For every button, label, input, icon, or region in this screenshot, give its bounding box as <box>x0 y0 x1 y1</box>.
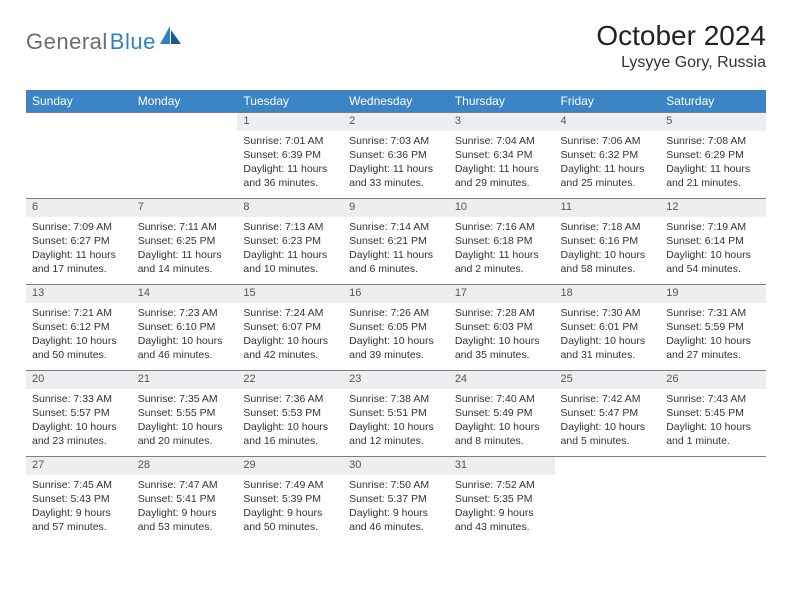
day-content-cell: Sunrise: 7:26 AMSunset: 6:05 PMDaylight:… <box>343 303 449 371</box>
day-content-cell: Sunrise: 7:40 AMSunset: 5:49 PMDaylight:… <box>449 389 555 457</box>
day-number-cell: 7 <box>132 199 238 217</box>
day-number-cell: 1 <box>237 113 343 131</box>
day-number-cell: 17 <box>449 285 555 303</box>
day-number-cell: 29 <box>237 457 343 475</box>
day-content-cell: Sunrise: 7:50 AMSunset: 5:37 PMDaylight:… <box>343 475 449 543</box>
day-number-cell: 25 <box>555 371 661 389</box>
day-content-cell: Sunrise: 7:31 AMSunset: 5:59 PMDaylight:… <box>660 303 766 371</box>
day-content-cell: Sunrise: 7:01 AMSunset: 6:39 PMDaylight:… <box>237 131 343 199</box>
day-number-cell: 30 <box>343 457 449 475</box>
day-content-cell <box>555 475 661 543</box>
day-number-cell: 13 <box>26 285 132 303</box>
day-content-cell: Sunrise: 7:04 AMSunset: 6:34 PMDaylight:… <box>449 131 555 199</box>
day-content-cell: Sunrise: 7:06 AMSunset: 6:32 PMDaylight:… <box>555 131 661 199</box>
day-number-cell: 15 <box>237 285 343 303</box>
logo-text-general: General <box>26 29 108 55</box>
day-number-cell: 31 <box>449 457 555 475</box>
logo: GeneralBlue <box>26 20 182 57</box>
day-number-cell: 27 <box>26 457 132 475</box>
day-content-cell: Sunrise: 7:23 AMSunset: 6:10 PMDaylight:… <box>132 303 238 371</box>
day-content-cell: Sunrise: 7:16 AMSunset: 6:18 PMDaylight:… <box>449 217 555 285</box>
day-number-cell: 11 <box>555 199 661 217</box>
day-number-cell: 14 <box>132 285 238 303</box>
day-number-cell: 4 <box>555 113 661 131</box>
day-content-cell: Sunrise: 7:43 AMSunset: 5:45 PMDaylight:… <box>660 389 766 457</box>
day-content-cell: Sunrise: 7:11 AMSunset: 6:25 PMDaylight:… <box>132 217 238 285</box>
day-content-cell: Sunrise: 7:13 AMSunset: 6:23 PMDaylight:… <box>237 217 343 285</box>
day-content-cell: Sunrise: 7:19 AMSunset: 6:14 PMDaylight:… <box>660 217 766 285</box>
weekday-header: Sunday <box>26 90 132 113</box>
day-content-cell: Sunrise: 7:36 AMSunset: 5:53 PMDaylight:… <box>237 389 343 457</box>
day-content-cell: Sunrise: 7:38 AMSunset: 5:51 PMDaylight:… <box>343 389 449 457</box>
day-content-cell: Sunrise: 7:14 AMSunset: 6:21 PMDaylight:… <box>343 217 449 285</box>
day-content-cell <box>26 131 132 199</box>
day-number-cell <box>660 457 766 475</box>
weekday-header-row: Sunday Monday Tuesday Wednesday Thursday… <box>26 90 766 113</box>
weekday-header: Wednesday <box>343 90 449 113</box>
calendar-page: GeneralBlue October 2024 Lysyye Gory, Ru… <box>0 0 792 563</box>
day-content-cell: Sunrise: 7:52 AMSunset: 5:35 PMDaylight:… <box>449 475 555 543</box>
day-content-row: Sunrise: 7:09 AMSunset: 6:27 PMDaylight:… <box>26 217 766 285</box>
day-number-cell: 2 <box>343 113 449 131</box>
day-content-row: Sunrise: 7:01 AMSunset: 6:39 PMDaylight:… <box>26 131 766 199</box>
day-number-cell: 28 <box>132 457 238 475</box>
day-number-cell: 18 <box>555 285 661 303</box>
day-number-cell: 16 <box>343 285 449 303</box>
day-number-row: 20212223242526 <box>26 371 766 389</box>
day-content-cell: Sunrise: 7:08 AMSunset: 6:29 PMDaylight:… <box>660 131 766 199</box>
day-content-cell: Sunrise: 7:33 AMSunset: 5:57 PMDaylight:… <box>26 389 132 457</box>
logo-text-blue: Blue <box>110 29 156 55</box>
day-number-cell: 8 <box>237 199 343 217</box>
day-number-cell: 20 <box>26 371 132 389</box>
day-number-cell: 22 <box>237 371 343 389</box>
day-number-row: 13141516171819 <box>26 285 766 303</box>
day-number-row: 12345 <box>26 113 766 131</box>
day-content-cell: Sunrise: 7:49 AMSunset: 5:39 PMDaylight:… <box>237 475 343 543</box>
calendar-table: Sunday Monday Tuesday Wednesday Thursday… <box>26 90 766 543</box>
day-number-cell: 12 <box>660 199 766 217</box>
weekday-header: Thursday <box>449 90 555 113</box>
day-number-cell: 24 <box>449 371 555 389</box>
day-number-cell: 19 <box>660 285 766 303</box>
day-content-cell <box>132 131 238 199</box>
day-content-cell: Sunrise: 7:42 AMSunset: 5:47 PMDaylight:… <box>555 389 661 457</box>
title-block: October 2024 Lysyye Gory, Russia <box>596 20 766 72</box>
day-number-row: 2728293031 <box>26 457 766 475</box>
day-content-cell <box>660 475 766 543</box>
location-subtitle: Lysyye Gory, Russia <box>596 54 766 72</box>
day-content-cell: Sunrise: 7:30 AMSunset: 6:01 PMDaylight:… <box>555 303 661 371</box>
day-content-cell: Sunrise: 7:09 AMSunset: 6:27 PMDaylight:… <box>26 217 132 285</box>
day-content-cell: Sunrise: 7:28 AMSunset: 6:03 PMDaylight:… <box>449 303 555 371</box>
day-content-row: Sunrise: 7:45 AMSunset: 5:43 PMDaylight:… <box>26 475 766 543</box>
calendar-body: 12345Sunrise: 7:01 AMSunset: 6:39 PMDayl… <box>26 113 766 543</box>
day-content-cell: Sunrise: 7:21 AMSunset: 6:12 PMDaylight:… <box>26 303 132 371</box>
day-number-cell <box>555 457 661 475</box>
header: GeneralBlue October 2024 Lysyye Gory, Ru… <box>26 20 766 72</box>
weekday-header: Saturday <box>660 90 766 113</box>
logo-sail-icon <box>160 26 182 49</box>
day-content-cell: Sunrise: 7:35 AMSunset: 5:55 PMDaylight:… <box>132 389 238 457</box>
day-number-cell: 3 <box>449 113 555 131</box>
day-number-cell: 6 <box>26 199 132 217</box>
day-number-cell <box>26 113 132 131</box>
weekday-header: Monday <box>132 90 238 113</box>
weekday-header: Tuesday <box>237 90 343 113</box>
day-content-row: Sunrise: 7:21 AMSunset: 6:12 PMDaylight:… <box>26 303 766 371</box>
day-number-cell: 9 <box>343 199 449 217</box>
day-number-cell: 5 <box>660 113 766 131</box>
day-number-row: 6789101112 <box>26 199 766 217</box>
day-content-cell: Sunrise: 7:18 AMSunset: 6:16 PMDaylight:… <box>555 217 661 285</box>
day-content-cell: Sunrise: 7:47 AMSunset: 5:41 PMDaylight:… <box>132 475 238 543</box>
day-content-cell: Sunrise: 7:03 AMSunset: 6:36 PMDaylight:… <box>343 131 449 199</box>
day-number-cell <box>132 113 238 131</box>
day-content-cell: Sunrise: 7:45 AMSunset: 5:43 PMDaylight:… <box>26 475 132 543</box>
day-content-cell: Sunrise: 7:24 AMSunset: 6:07 PMDaylight:… <box>237 303 343 371</box>
page-title: October 2024 <box>596 20 766 52</box>
day-number-cell: 21 <box>132 371 238 389</box>
day-number-cell: 26 <box>660 371 766 389</box>
day-number-cell: 10 <box>449 199 555 217</box>
weekday-header: Friday <box>555 90 661 113</box>
day-content-row: Sunrise: 7:33 AMSunset: 5:57 PMDaylight:… <box>26 389 766 457</box>
day-number-cell: 23 <box>343 371 449 389</box>
